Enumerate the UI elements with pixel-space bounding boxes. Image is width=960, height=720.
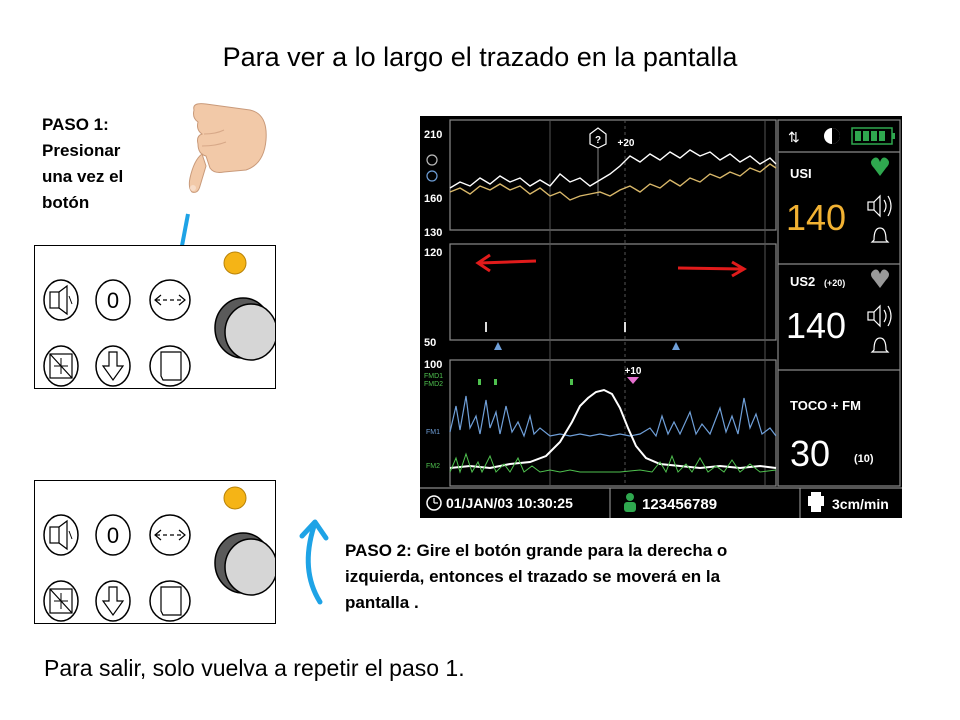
fhr2-trace xyxy=(449,163,777,201)
paper-speed: 3cm/min xyxy=(832,496,889,512)
step1-instructions: PASO 1: Presionar una vez el botón xyxy=(42,112,172,216)
cycle-icon xyxy=(426,154,438,166)
fm1-label: FM1 xyxy=(426,429,440,436)
scroll-right-arrow-icon xyxy=(677,260,747,278)
heart-icon-us2 xyxy=(871,269,889,288)
us2-offset: (+20) xyxy=(824,278,845,288)
date-time: 01/JAN/03 10:30:25 xyxy=(446,495,573,511)
zero-label: 0 xyxy=(107,523,119,548)
us2-label: US2 xyxy=(790,274,815,289)
fhr-scale-210: 210 xyxy=(424,129,442,141)
fm1-trace xyxy=(449,395,777,438)
volume-icon-us2[interactable] xyxy=(867,304,892,328)
bell-icon-us2[interactable] xyxy=(870,337,890,353)
paper-icon[interactable] xyxy=(149,580,191,622)
control-panel-step1: 0 xyxy=(34,245,276,389)
probe-icon xyxy=(426,170,438,182)
control-panel-step2: 0 xyxy=(34,480,276,624)
fm-graph-frame xyxy=(449,359,777,487)
patient-icon xyxy=(624,493,636,512)
printer-icon[interactable] xyxy=(808,492,824,512)
step1-line-4: botón xyxy=(42,193,90,212)
down-arrow-icon[interactable] xyxy=(95,580,131,622)
step1-line-1: PASO 1: xyxy=(42,115,109,134)
toco-scale-100: 100 xyxy=(424,359,442,371)
fm-count: (10) xyxy=(854,453,874,465)
alarm-mute-icon[interactable] xyxy=(43,580,79,622)
fm2-label: FM2 xyxy=(426,463,440,470)
step2-instructions: PASO 2: Gire el botón grande para la der… xyxy=(345,538,905,616)
step2-line-2: izquierda, entonces el trazado se moverá… xyxy=(345,567,721,586)
marker-question: ? xyxy=(595,135,601,146)
rotary-knob[interactable] xyxy=(214,297,275,361)
sort-arrows-icon[interactable]: ⇅ xyxy=(788,129,800,145)
toco-scale-120: 120 xyxy=(424,247,442,259)
bell-icon-us1[interactable] xyxy=(870,227,890,243)
us2-value: 140 xyxy=(786,305,846,346)
mute-speaker-icon[interactable] xyxy=(43,279,79,321)
heart-icon-us1 xyxy=(871,157,889,176)
marker-plus20: +20 xyxy=(618,138,635,149)
page-title: Para ver a lo largo el trazado en la pan… xyxy=(222,42,738,72)
indicator-light xyxy=(223,486,247,510)
clock-icon xyxy=(426,495,442,511)
fm2-trace xyxy=(449,452,777,474)
toco-scale-50: 50 xyxy=(424,337,436,349)
zero-button[interactable]: 0 xyxy=(95,514,131,556)
marker-down-triangle-icon xyxy=(627,377,639,384)
exit-instruction: Para salir, solo vuelva a repetir el pas… xyxy=(44,655,465,681)
volume-icon-us1[interactable] xyxy=(867,194,892,218)
patient-id: 123456789 xyxy=(642,496,717,513)
fm-label-1: FMD1 xyxy=(424,373,443,380)
rotate-arrow-icon xyxy=(299,519,329,605)
pointing-hand-icon xyxy=(188,103,267,193)
step2-line-3: pantalla . xyxy=(345,593,419,612)
scroll-left-arrow-icon xyxy=(475,253,537,273)
step1-line-3: una vez el xyxy=(42,167,124,186)
zero-button[interactable]: 0 xyxy=(95,279,131,321)
paper-icon[interactable] xyxy=(149,345,191,387)
fetal-monitor-screen: 210 160 130 120 50 100 FMD1 FMD2 FM1 FM2… xyxy=(420,116,902,518)
fhr1-trace xyxy=(449,149,777,189)
fhr-scale-130: 130 xyxy=(424,227,442,239)
toco-value: 30 xyxy=(790,433,830,474)
marker-hexagon-icon xyxy=(589,127,607,149)
left-right-arrows-icon[interactable] xyxy=(149,279,191,321)
us1-label: USI xyxy=(790,166,812,181)
zero-label: 0 xyxy=(107,288,119,313)
fhr-graph-frame xyxy=(449,119,777,231)
toco-trace xyxy=(449,388,777,470)
alarm-mute-icon[interactable] xyxy=(43,345,79,387)
fm-label-2: FMD2 xyxy=(424,381,443,388)
toco-label: TOCO + FM xyxy=(790,398,861,413)
us1-value: 140 xyxy=(786,197,846,238)
down-arrow-icon[interactable] xyxy=(95,345,131,387)
left-right-arrows-icon[interactable] xyxy=(149,514,191,556)
toco-graph-frame xyxy=(449,243,777,341)
fhr-scale-160: 160 xyxy=(424,193,442,205)
rotary-knob[interactable] xyxy=(214,532,275,596)
mute-speaker-icon[interactable] xyxy=(43,514,79,556)
step2-line-1: PASO 2: Gire el botón grande para la der… xyxy=(345,541,728,560)
indicator-light xyxy=(223,251,247,275)
step1-line-2: Presionar xyxy=(42,141,121,160)
marker-plus10: +10 xyxy=(625,366,642,377)
